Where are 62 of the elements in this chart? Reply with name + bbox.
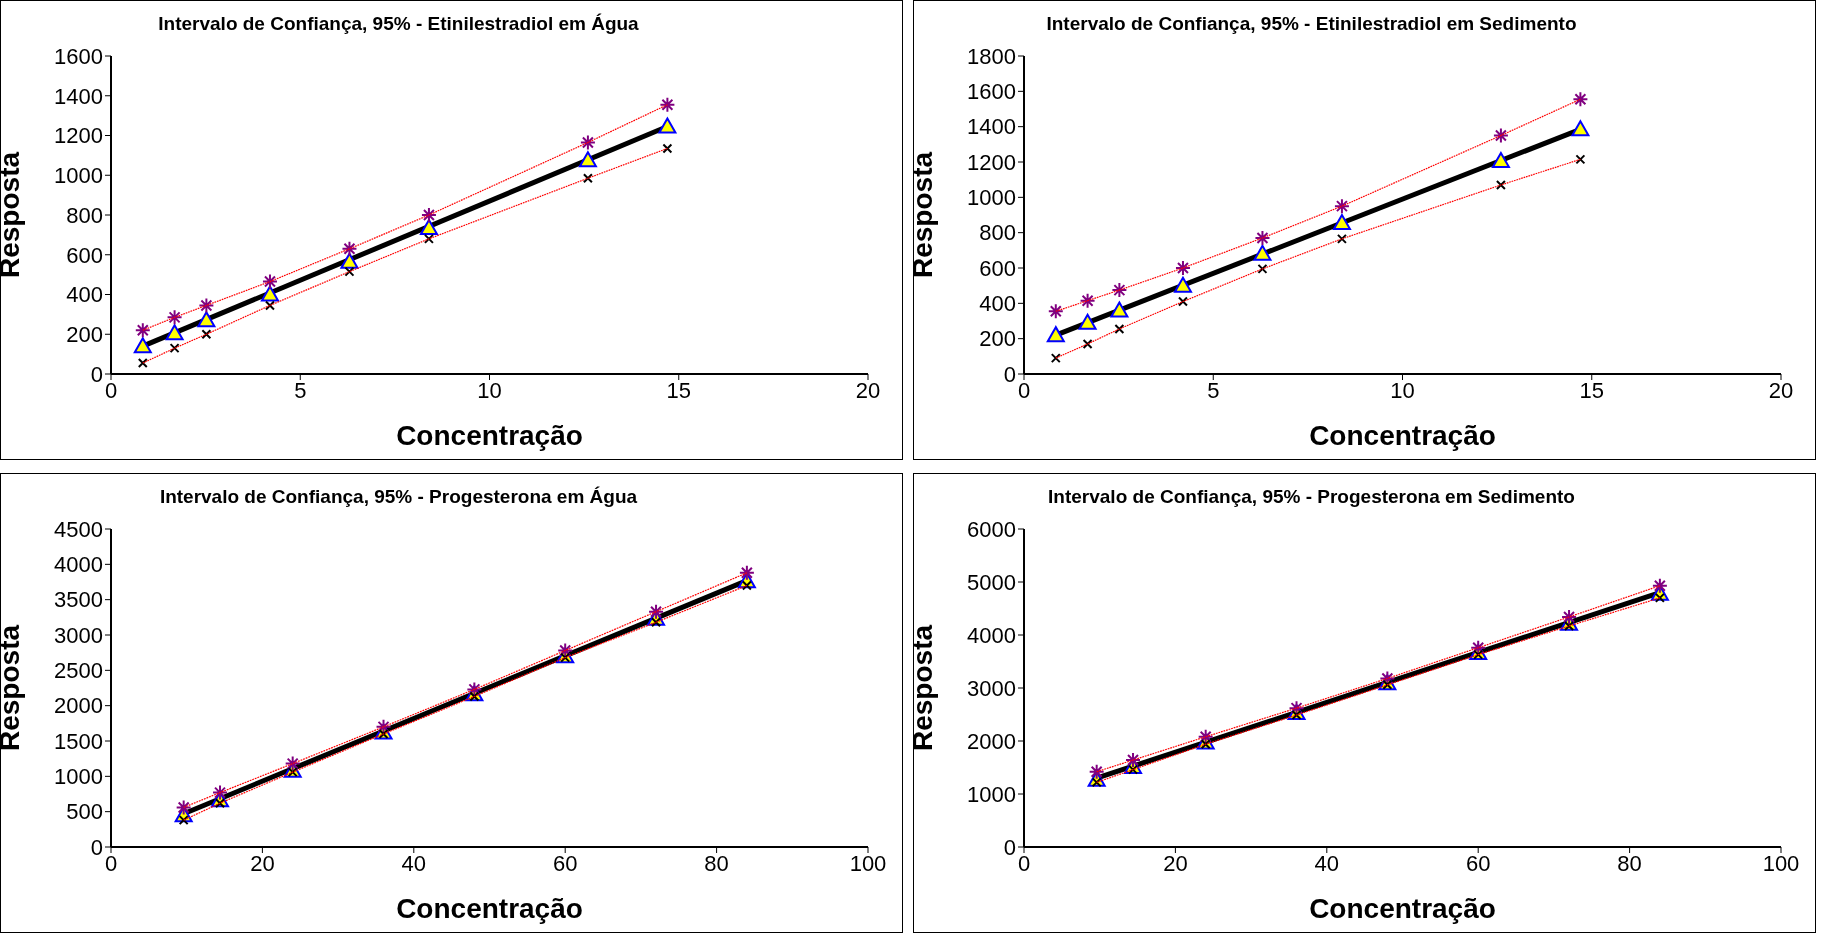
x-tick-label: 60 bbox=[1465, 850, 1491, 876]
y-tick-label: 1000 bbox=[54, 764, 103, 790]
y-tick-label: 1000 bbox=[967, 781, 1016, 807]
y-tick-label: 3500 bbox=[54, 587, 103, 613]
y-tick-label: 800 bbox=[979, 220, 1016, 246]
y-tick-label: 800 bbox=[66, 202, 103, 228]
y-tick-label: 1000 bbox=[967, 185, 1016, 211]
x-tick-label: 40 bbox=[401, 850, 427, 876]
y-tick-label: 1400 bbox=[967, 114, 1016, 140]
x-tick-label: 20 bbox=[855, 377, 881, 403]
y-tick-label: 2000 bbox=[54, 693, 103, 719]
y-tick-label: 200 bbox=[66, 322, 103, 348]
x-axis-title: Concentração bbox=[1309, 420, 1496, 451]
y-tick-label: 1600 bbox=[54, 43, 103, 69]
y-tick-label: 1200 bbox=[54, 123, 103, 149]
x-axis-title: Concentração bbox=[396, 893, 583, 924]
y-tick-label: 0 bbox=[1003, 834, 1016, 860]
x-tick-label: 20 bbox=[1768, 377, 1794, 403]
x-tick-label: 80 bbox=[1617, 850, 1642, 876]
x-tick-label: 100 bbox=[849, 850, 887, 876]
y-tick-label: 0 bbox=[90, 361, 103, 387]
chart-title: Intervalo de Confiança, 95% - Etinilestradiol em Água bbox=[157, 13, 640, 35]
chart-title: Intervalo de Confiança, 95% - Progesterona em Sedimento bbox=[1047, 486, 1576, 508]
y-tick-label: 0 bbox=[1003, 361, 1016, 387]
y-tick-label: 6000 bbox=[967, 516, 1016, 542]
x-tick-label: 5 bbox=[1207, 377, 1220, 403]
y-tick-label: 4500 bbox=[54, 516, 103, 542]
x-tick-label: 15 bbox=[666, 377, 691, 403]
y-tick-label: 1000 bbox=[54, 163, 103, 189]
y-tick-label: 3000 bbox=[54, 622, 103, 648]
y-tick-label: 1200 bbox=[967, 149, 1016, 175]
y-tick-label: 2000 bbox=[967, 728, 1016, 754]
y-tick-label: 3000 bbox=[967, 675, 1016, 701]
y-tick-label: 600 bbox=[66, 242, 103, 268]
y-tick-label: 1500 bbox=[54, 728, 103, 754]
y-tick-label: 200 bbox=[979, 326, 1016, 352]
y-tick-label: 5000 bbox=[967, 569, 1016, 595]
x-tick-label: 10 bbox=[1390, 377, 1415, 403]
x-tick-label: 100 bbox=[1762, 850, 1800, 876]
chart-title: Intervalo de Confiança, 95% - Progesterona em Água bbox=[158, 486, 639, 508]
y-tick-label: 4000 bbox=[54, 552, 103, 578]
x-tick-label: 20 bbox=[250, 850, 275, 876]
y-tick-label: 400 bbox=[66, 282, 103, 308]
x-axis-title: Concentração bbox=[396, 420, 583, 451]
x-tick-label: 60 bbox=[552, 850, 578, 876]
x-tick-label: 15 bbox=[1579, 377, 1604, 403]
y-tick-label: 1800 bbox=[967, 43, 1016, 69]
y-tick-label: 2500 bbox=[54, 658, 103, 684]
x-tick-label: 80 bbox=[704, 850, 729, 876]
y-tick-label: 400 bbox=[979, 291, 1016, 317]
x-tick-label: 40 bbox=[1314, 850, 1340, 876]
chart-title: Intervalo de Confiança, 95% - Etinilestradiol em Sedimento bbox=[1045, 13, 1578, 35]
x-tick-label: 5 bbox=[294, 377, 307, 403]
x-tick-label: 20 bbox=[1163, 850, 1188, 876]
y-tick-label: 4000 bbox=[967, 622, 1016, 648]
y-tick-label: 0 bbox=[90, 834, 103, 860]
y-tick-label: 1600 bbox=[967, 79, 1016, 105]
y-tick-label: 600 bbox=[979, 255, 1016, 281]
y-tick-label: 500 bbox=[66, 799, 103, 825]
y-tick-label: 1400 bbox=[54, 83, 103, 109]
x-tick-label: 10 bbox=[477, 377, 502, 403]
x-axis-title: Concentração bbox=[1309, 893, 1496, 924]
